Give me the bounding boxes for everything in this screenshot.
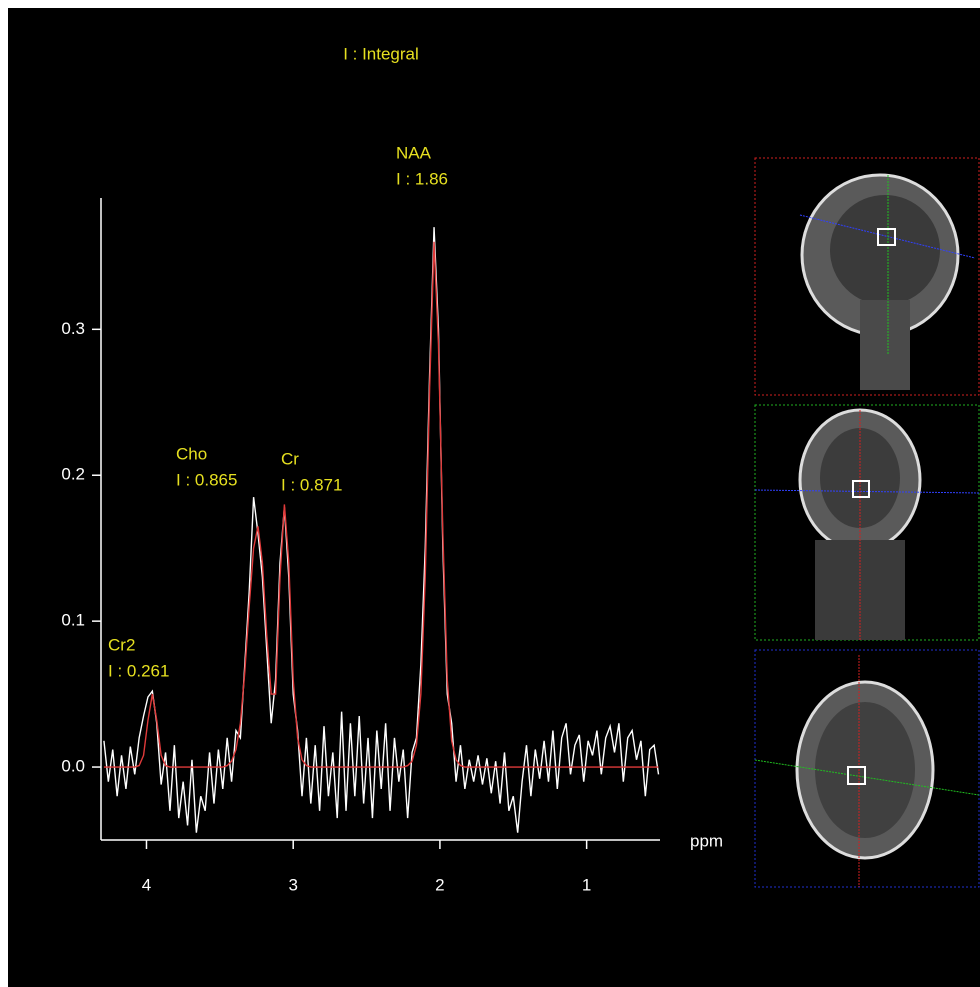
screen: I : Integral ppm 0.0 0.1 0.2 0.3 4 3 2 1 NAA I : …	[0, 0, 980, 987]
peak-label: NAA	[396, 143, 432, 162]
y-tick-label: 0.3	[61, 319, 85, 338]
x-tick-label: 4	[142, 875, 151, 894]
brain-inner	[830, 195, 940, 305]
peak-label: I : 0.865	[176, 470, 237, 489]
x-tick-label: 2	[435, 875, 444, 894]
x-tick-label: 1	[582, 875, 591, 894]
mri-sagittal	[755, 158, 979, 395]
mri-axial	[755, 650, 979, 887]
y-tick-label: 0.0	[61, 757, 85, 776]
neck	[860, 300, 910, 390]
peak-label: Cr	[281, 449, 299, 468]
peak-label: I : 0.261	[108, 661, 169, 680]
peak-label: I : 0.871	[281, 475, 342, 494]
peak-label: I : 1.86	[396, 169, 448, 188]
x-tick-label: 3	[288, 875, 297, 894]
peak-label: Cho	[176, 444, 207, 463]
x-axis-label: ppm	[690, 831, 723, 850]
mri-coronal	[755, 405, 979, 640]
peak-label: Cr2	[108, 635, 135, 654]
y-tick-label: 0.1	[61, 611, 85, 630]
chart-title: I : Integral	[343, 44, 419, 63]
y-tick-label: 0.2	[61, 465, 85, 484]
